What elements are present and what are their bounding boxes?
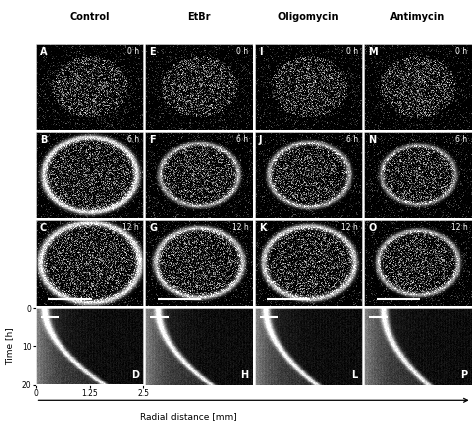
Text: 0 h: 0 h xyxy=(127,47,139,56)
Text: K: K xyxy=(259,223,266,233)
Text: H: H xyxy=(240,370,248,380)
Text: 0 h: 0 h xyxy=(346,47,358,56)
Text: F: F xyxy=(149,135,156,145)
Text: 0 h: 0 h xyxy=(455,47,467,56)
Text: L: L xyxy=(352,370,358,380)
Text: 12 h: 12 h xyxy=(122,223,139,232)
Text: I: I xyxy=(259,47,262,57)
Text: P: P xyxy=(460,370,467,380)
Text: Time [h]: Time [h] xyxy=(5,327,14,365)
Text: 6 h: 6 h xyxy=(346,135,358,144)
Text: B: B xyxy=(40,135,47,145)
Text: 6 h: 6 h xyxy=(236,135,248,144)
Text: 0 h: 0 h xyxy=(236,47,248,56)
Text: M: M xyxy=(368,47,378,57)
Text: Radial distance [mm]: Radial distance [mm] xyxy=(140,413,237,422)
Text: Oligomycin: Oligomycin xyxy=(278,12,339,22)
Text: E: E xyxy=(149,47,156,57)
Text: J: J xyxy=(259,135,262,145)
Text: D: D xyxy=(131,370,139,380)
Text: 6 h: 6 h xyxy=(455,135,467,144)
Text: EtBr: EtBr xyxy=(187,12,210,22)
Text: Control: Control xyxy=(69,12,109,22)
Text: G: G xyxy=(149,223,157,233)
Text: N: N xyxy=(368,135,376,145)
Text: O: O xyxy=(368,223,376,233)
Text: 12 h: 12 h xyxy=(232,223,248,232)
Text: C: C xyxy=(40,223,47,233)
Text: 12 h: 12 h xyxy=(341,223,358,232)
Text: A: A xyxy=(40,47,47,57)
Text: 12 h: 12 h xyxy=(451,223,467,232)
Text: Antimycin: Antimycin xyxy=(390,12,446,22)
Text: 6 h: 6 h xyxy=(127,135,139,144)
